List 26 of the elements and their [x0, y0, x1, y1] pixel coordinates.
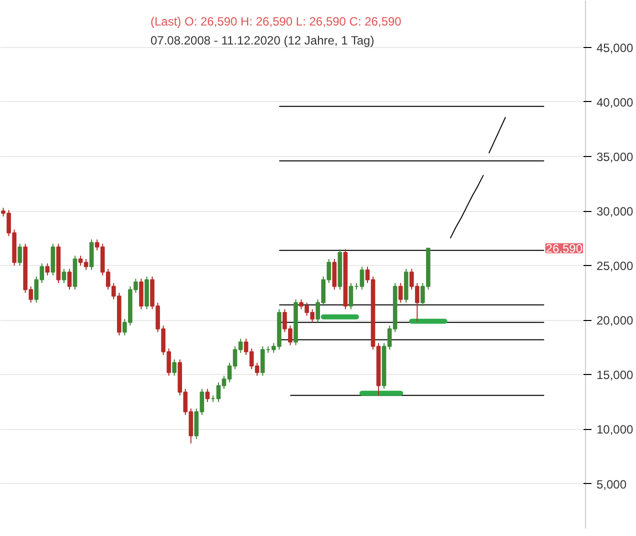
- y-tick-label: 30,000: [596, 204, 634, 219]
- y-tick-label: 35,000: [596, 150, 634, 164]
- candlestick: [360, 266, 364, 290]
- candlestick: [67, 268, 72, 290]
- candlestick: [172, 358, 176, 376]
- candlestick: [45, 262, 50, 276]
- candlestick: [89, 238, 94, 270]
- candlestick: [398, 282, 403, 304]
- candlestick: [348, 282, 354, 310]
- candlestick: [18, 243, 22, 266]
- candlestick: [139, 278, 144, 310]
- y-tick-label: 20,000: [596, 314, 634, 328]
- text: (Last) O: 26,590 H: 26,590 L: 26,590 C: 26,590: [150, 14, 402, 28]
- candlestick: [332, 258, 337, 290]
- y-tick-label: 5,000: [596, 477, 627, 492]
- y-tick-label: 40,000: [596, 95, 634, 110]
- y-tick-label: 25,000: [596, 259, 634, 274]
- text: 07.08.2008 - 11.12.2020 (12 Jahre, 1 Tag): [150, 34, 374, 48]
- candlestick: [62, 268, 66, 284]
- y-tick-label: 10,000: [596, 422, 634, 437]
- annotation: 26,590: [546, 242, 583, 256]
- y-tick-label: 45,000: [596, 40, 634, 55]
- line-series: [450, 174, 484, 239]
- y-tick-label: 15,000: [596, 368, 634, 382]
- candlestick: [205, 388, 210, 402]
- line-series: [488, 116, 506, 154]
